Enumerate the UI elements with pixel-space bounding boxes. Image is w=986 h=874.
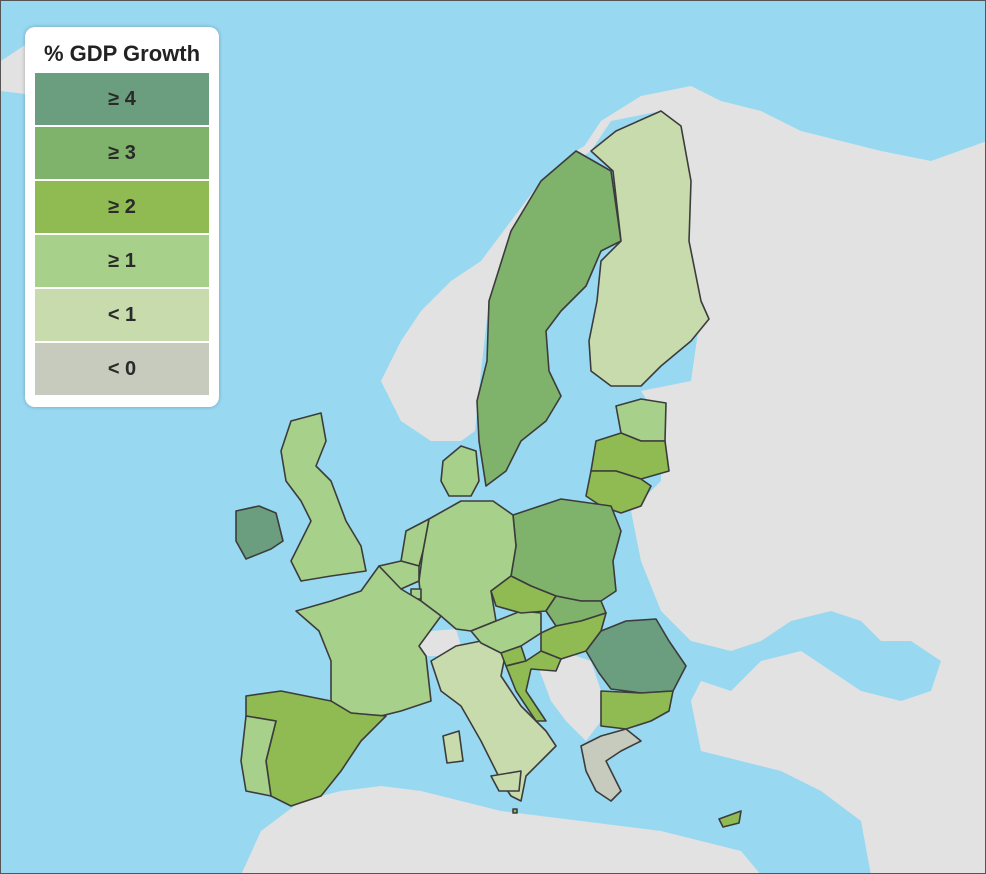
- legend-bin: < 1: [35, 289, 209, 341]
- legend-bins: ≥ 4 ≥ 3 ≥ 2 ≥ 1 < 1 < 0: [35, 73, 209, 395]
- region-sweden[interactable]: [476, 150, 622, 487]
- region-france[interactable]: [295, 565, 442, 717]
- region-sardinia[interactable]: [442, 730, 464, 764]
- legend-bin: ≥ 3: [35, 127, 209, 179]
- legend-bin: < 0: [35, 343, 209, 395]
- legend-bin: ≥ 2: [35, 181, 209, 233]
- legend-bin: ≥ 4: [35, 73, 209, 125]
- legend: % GDP Growth ≥ 4 ≥ 3 ≥ 2 ≥ 1 < 1 < 0: [25, 27, 219, 407]
- region-united-kingdom[interactable]: [280, 412, 367, 582]
- region-lithuania[interactable]: [585, 470, 652, 514]
- region-denmark[interactable]: [440, 445, 480, 497]
- balkans-land: [536, 651, 601, 741]
- region-netherlands[interactable]: [400, 518, 430, 567]
- region-greece[interactable]: [580, 728, 642, 802]
- region-portugal[interactable]: [240, 715, 277, 797]
- region-cyprus[interactable]: [718, 810, 742, 828]
- africa-land: [241, 786, 760, 873]
- region-sicily[interactable]: [490, 770, 522, 792]
- region-bulgaria[interactable]: [600, 690, 674, 730]
- legend-title: % GDP Growth: [43, 41, 201, 66]
- region-finland[interactable]: [588, 110, 710, 387]
- region-ireland[interactable]: [235, 505, 284, 560]
- region-malta[interactable]: [512, 808, 518, 814]
- region-croatia[interactable]: [505, 650, 562, 722]
- region-romania[interactable]: [585, 618, 687, 694]
- eu-countries: [235, 110, 742, 828]
- norway-russia-land: [481, 86, 985, 873]
- legend-bin: ≥ 1: [35, 235, 209, 287]
- norway-land: [381, 136, 601, 441]
